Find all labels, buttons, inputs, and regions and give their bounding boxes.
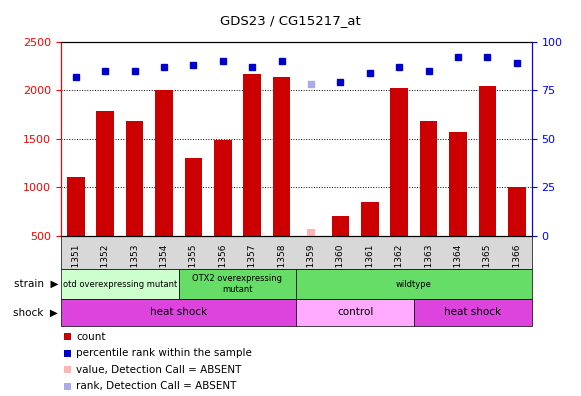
Text: percentile rank within the sample: percentile rank within the sample <box>76 348 252 358</box>
Bar <box>296 269 532 299</box>
Text: OTX2 overexpressing
mutant: OTX2 overexpressing mutant <box>192 274 282 294</box>
Bar <box>179 269 296 299</box>
Bar <box>185 158 202 236</box>
Bar <box>414 299 532 326</box>
Bar <box>96 111 114 236</box>
Text: value, Detection Call = ABSENT: value, Detection Call = ABSENT <box>76 365 242 375</box>
Bar <box>420 121 437 236</box>
Bar <box>214 139 232 236</box>
Text: count: count <box>76 331 106 342</box>
Text: otd overexpressing mutant: otd overexpressing mutant <box>63 280 177 289</box>
Bar <box>361 202 379 236</box>
Text: heat shock: heat shock <box>150 307 207 318</box>
Bar <box>449 132 467 236</box>
Text: heat shock: heat shock <box>444 307 501 318</box>
Bar <box>479 86 496 236</box>
Bar <box>243 74 261 236</box>
Text: GDS23 / CG15217_at: GDS23 / CG15217_at <box>220 14 361 27</box>
Text: wildtype: wildtype <box>396 280 432 289</box>
Bar <box>155 90 173 236</box>
Bar <box>273 78 290 236</box>
Bar <box>508 187 526 236</box>
Bar <box>332 216 349 236</box>
Bar <box>67 177 85 236</box>
Bar <box>307 229 314 236</box>
Text: control: control <box>337 307 374 318</box>
Bar <box>61 299 296 326</box>
Text: rank, Detection Call = ABSENT: rank, Detection Call = ABSENT <box>76 381 236 392</box>
Text: strain  ▶: strain ▶ <box>13 279 58 289</box>
Bar <box>296 299 414 326</box>
Bar <box>125 121 144 236</box>
Bar <box>61 269 179 299</box>
Text: shock  ▶: shock ▶ <box>13 307 58 318</box>
Bar <box>390 88 408 236</box>
